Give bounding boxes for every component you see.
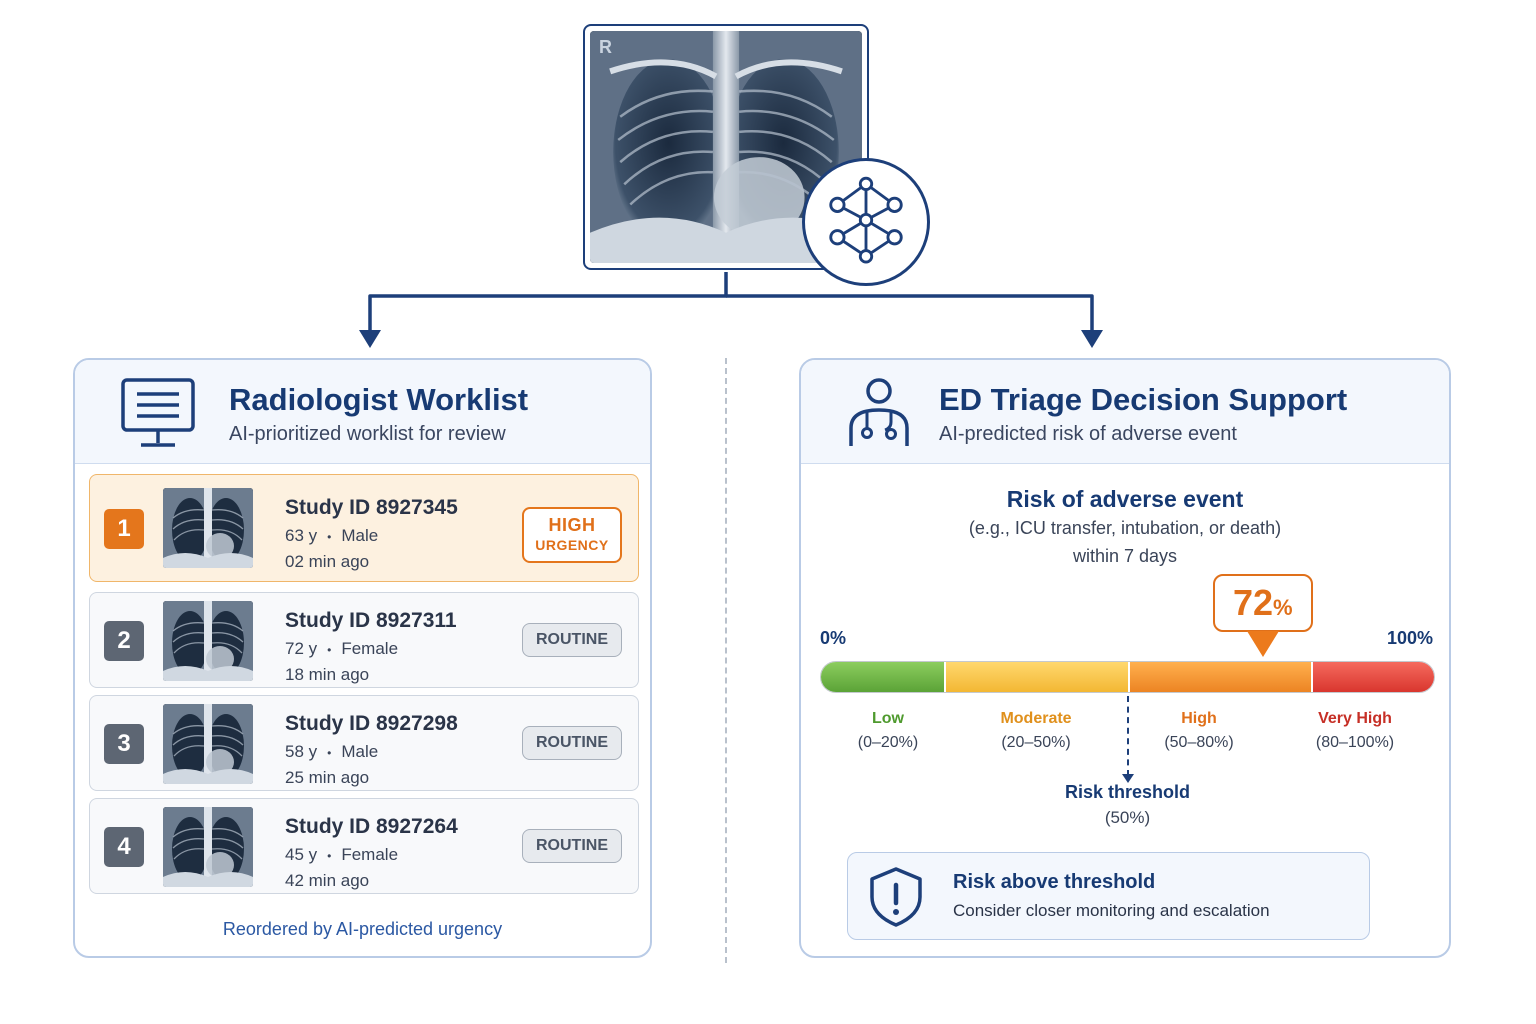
threshold-value: (50%)	[1104, 808, 1151, 827]
routine-tag: ROUTINE	[522, 623, 622, 657]
alert-title: Risk above threshold	[953, 871, 1156, 893]
shield-alert-icon	[870, 867, 922, 927]
study-id: Study ID 8927264	[285, 815, 458, 838]
priority-rank: 2	[104, 621, 144, 661]
urgency-tag-line1: HIGH	[548, 515, 596, 535]
worklist-row[interactable]: 2 Study ID 8927311 72 y • Female 18 min ago RO…	[89, 592, 639, 688]
risk-score-pointer	[1246, 631, 1279, 657]
worklist-row[interactable]: 1 Study ID 8927345 63 y • Male 02 min ago HIGH…	[89, 474, 639, 582]
arrow-to-triage	[1081, 330, 1103, 348]
threshold-label: Risk threshold	[1064, 782, 1191, 802]
neural-network-icon	[802, 158, 930, 286]
worklist-row[interactable]: 3 Study ID 8927298 58 y • Male 25 min ago ROUT…	[89, 695, 639, 791]
band-label: Low	[872, 710, 904, 727]
study-thumbnail	[163, 704, 253, 784]
study-thumbnail	[163, 488, 253, 568]
triage-subtitle: AI-predicted risk of adverse event	[939, 423, 1237, 445]
threshold-line	[1126, 696, 1129, 776]
patient-sex: Male	[341, 742, 379, 761]
panel-divider	[725, 358, 727, 963]
urgency-tag: HIGH URGENCY	[522, 507, 622, 563]
study-time: 02 min ago	[285, 552, 370, 571]
patient-age: 58 y	[285, 742, 318, 761]
scale-min-label: 0%	[820, 628, 847, 648]
risk-band-high	[1127, 662, 1312, 692]
clinician-icon	[849, 378, 909, 446]
study-id: Study ID 8927311	[285, 609, 457, 632]
patient-sex: Male	[341, 526, 379, 545]
urgency-tag-line2: URGENCY	[535, 537, 609, 553]
meta-separator: •	[327, 746, 332, 760]
scale-max-label: 100%	[1386, 628, 1433, 648]
priority-rank: 3	[104, 724, 144, 764]
triage-header: ED Triage Decision Support AI-predicted …	[801, 360, 1449, 464]
risk-band-moderate	[943, 662, 1128, 692]
band-label: Very High	[1318, 710, 1392, 727]
patient-age: 45 y	[285, 845, 318, 864]
patient-demographics: 58 y • Male	[285, 742, 378, 762]
risk-score-unit: %	[1273, 595, 1293, 620]
study-thumbnail	[163, 807, 253, 887]
band-range: (80–100%)	[1315, 734, 1395, 751]
risk-score-callout: 72%	[1212, 574, 1313, 632]
routine-tag: ROUTINE	[522, 726, 622, 760]
worklist-footer-note: Reordered by AI-predicted urgency	[222, 919, 503, 939]
band-label: Moderate	[1000, 710, 1072, 727]
threshold-arrow	[1121, 774, 1134, 783]
priority-rank: 4	[104, 827, 144, 867]
study-time: 42 min ago	[285, 871, 370, 890]
risk-window: within 7 days	[1072, 546, 1178, 566]
risk-band-very-high	[1311, 662, 1434, 692]
patient-age: 72 y	[285, 639, 318, 658]
risk-band-low	[821, 662, 944, 692]
worklist-subtitle: AI-prioritized worklist for review	[229, 423, 506, 445]
threshold-alert: Risk above threshold Consider closer mon…	[847, 852, 1370, 940]
patient-demographics: 45 y • Female	[285, 845, 398, 865]
band-range: (0–20%)	[857, 734, 919, 751]
worklist-row[interactable]: 4 Study ID 8927264 45 y • Female 42 min ago RO…	[89, 798, 639, 894]
study-time: 18 min ago	[285, 665, 370, 684]
patient-sex: Female	[341, 639, 399, 658]
risk-description: (e.g., ICU transfer, intubation, or deat…	[968, 518, 1282, 538]
ed-triage-panel: ED Triage Decision Support AI-predicted …	[799, 358, 1451, 958]
alert-text: Consider closer monitoring and escalatio…	[953, 901, 1270, 920]
priority-rank: 1	[104, 509, 144, 549]
meta-separator: •	[327, 849, 332, 863]
routine-tag: ROUTINE	[522, 829, 622, 863]
risk-score-value: 72	[1232, 582, 1274, 623]
radiologist-worklist-panel: Radiologist Worklist AI-prioritized work…	[73, 358, 652, 958]
patient-demographics: 63 y • Male	[285, 526, 378, 546]
study-id: Study ID 8927298	[285, 712, 458, 735]
risk-title: Risk of adverse event	[1006, 486, 1244, 512]
study-thumbnail	[163, 601, 253, 681]
worklist-header: Radiologist Worklist AI-prioritized work…	[75, 360, 650, 464]
study-id: Study ID 8927345	[285, 496, 458, 519]
band-range: (50–80%)	[1164, 734, 1234, 751]
arrow-to-worklist	[359, 330, 381, 348]
monitor-icon	[121, 378, 195, 447]
worklist-title: Radiologist Worklist	[229, 382, 529, 417]
meta-separator: •	[327, 643, 332, 657]
triage-title: ED Triage Decision Support	[939, 382, 1348, 417]
study-time: 25 min ago	[285, 768, 370, 787]
risk-scale-bar	[820, 661, 1435, 693]
patient-age: 63 y	[285, 526, 318, 545]
patient-sex: Female	[341, 845, 399, 864]
band-range: (20–50%)	[1001, 734, 1071, 751]
xray-orientation-marker: R	[599, 37, 612, 57]
meta-separator: •	[327, 530, 332, 544]
band-label: High	[1181, 710, 1217, 727]
patient-demographics: 72 y • Female	[285, 639, 398, 659]
